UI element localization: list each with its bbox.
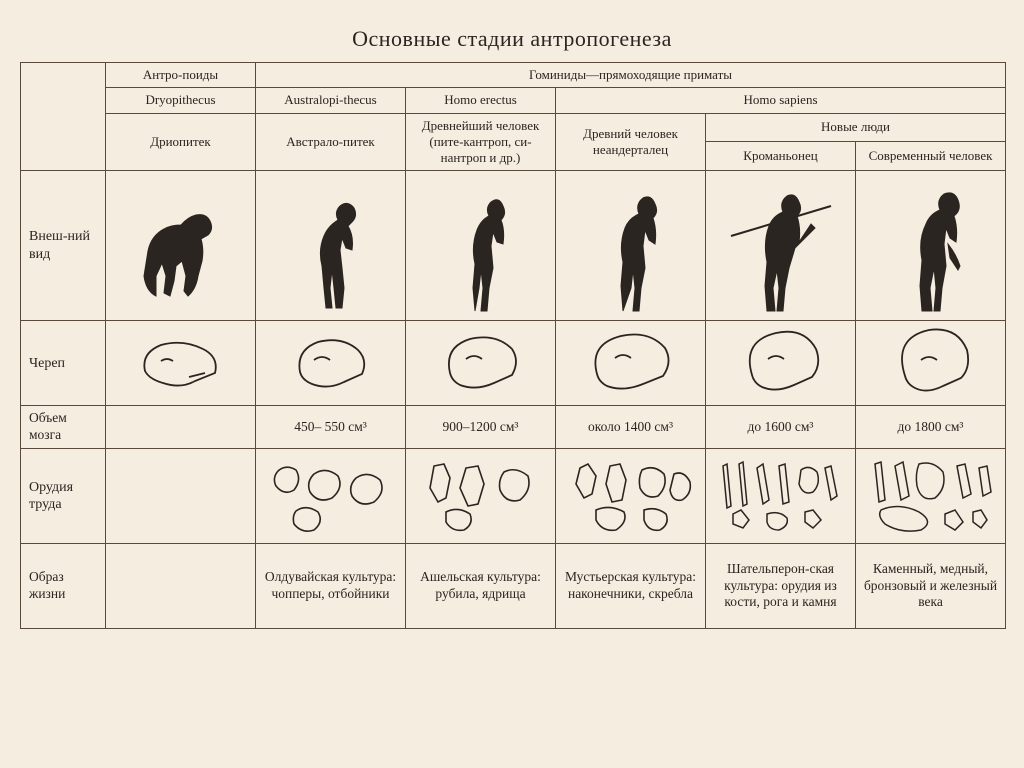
rus-new-people: Новые люди [706,113,1006,142]
tools-erectus [406,449,556,544]
life-cromagnon: Шательперон-ская культура: орудия из кос… [706,544,856,629]
row-appearance: Внеш-ний вид [21,171,1006,321]
modern-walk-icon [888,176,973,316]
life-dryopithecus [106,544,256,629]
tools-neanderthal [556,449,706,544]
fig-erectus [406,171,556,321]
bone-tools-icon [713,456,848,536]
life-erectus: Ашельская культура: рубила, ядрища [406,544,556,629]
skull-cromagnon [706,321,856,406]
rus-modern: Современный человек [856,142,1006,171]
skull-modern-icon [887,328,975,398]
australopithecus-stoop-icon [286,178,376,313]
tools-australopithecus [256,449,406,544]
life-neanderthal: Мустьерская культура: наконечники, скреб… [556,544,706,629]
mousterian-icon [566,456,696,536]
row-brain-volume: Объем мозга 450– 550 см³ 900–1200 см³ ок… [21,406,1006,449]
row-tools: Орудия труда [21,449,1006,544]
metal-tools-icon [863,456,998,536]
fig-australopithecus [256,171,406,321]
skull-erectus-icon [436,331,526,395]
vol-neanderthal: около 1400 см³ [556,406,706,449]
rus-australopithecus: Австрало-питек [256,113,406,171]
choppers-icon [266,456,396,536]
latin-dryopithecus: Dryopithecus [106,88,256,113]
label-tools: Орудия труда [21,449,106,544]
label-brain-volume: Объем мозга [21,406,106,449]
fig-dryopithecus [106,171,256,321]
header-row-1: Антро-поиды Гоминиды—прямоходящие примат… [21,63,1006,88]
header-anthropoids: Антро-поиды [106,63,256,88]
skull-modern [856,321,1006,406]
tools-dryopithecus [106,449,256,544]
neanderthal-walk-icon [591,176,671,316]
anthropogenesis-table: Антро-поиды Гоминиды—прямоходящие примат… [20,62,1006,629]
tools-cromagnon [706,449,856,544]
skull-erectus [406,321,556,406]
latin-homo-sapiens: Homo sapiens [556,88,1006,113]
vol-modern: до 1800 см³ [856,406,1006,449]
rus-dryopithecus: Дриопитек [106,113,256,171]
handaxes-icon [416,456,546,536]
skull-neanderthal-icon [583,330,678,396]
rus-neanderthal: Древний человек неандерталец [556,113,706,171]
row-lifestyle: Образ жизни Олдувайская культура: чоппер… [21,544,1006,629]
fig-neanderthal [556,171,706,321]
page-title: Основные стадии антропогенеза [20,26,1004,52]
fig-modern [856,171,1006,321]
skull-cromagnon-icon [736,329,826,397]
label-appearance: Внеш-ний вид [21,171,106,321]
vol-australopithecus: 450– 550 см³ [256,406,406,449]
skull-australopithecus [256,321,406,406]
life-modern: Каменный, медный, бронзовый и железный в… [856,544,1006,629]
header-row-3-russian: Дриопитек Австрало-питек Древнейший чело… [21,113,1006,142]
erectus-walk-icon [441,176,521,316]
label-skull: Череп [21,321,106,406]
header-hominids: Гоминиды—прямоходящие приматы [256,63,1006,88]
latin-australopithecus: Australopi-thecus [256,88,406,113]
cromagnon-spear-icon [721,176,841,316]
row-skull: Череп [21,321,1006,406]
label-lifestyle: Образ жизни [21,544,106,629]
vol-erectus: 900–1200 см³ [406,406,556,449]
latin-homo-erectus: Homo erectus [406,88,556,113]
skull-dryopithecus [106,321,256,406]
tools-modern [856,449,1006,544]
rus-homo-erectus: Древнейший человек (пите-кантроп, си-нан… [406,113,556,171]
vol-dryopithecus [106,406,256,449]
skull-ape-icon [133,333,228,393]
header-blank [21,63,106,171]
header-row-2-latin: Dryopithecus Australopi-thecus Homo erec… [21,88,1006,113]
life-australopithecus: Олдувайская культура: чопперы, отбойники [256,544,406,629]
skull-neanderthal [556,321,706,406]
rus-cromagnon: Кроманьонец [706,142,856,171]
ape-knuckle-walk-icon [126,181,236,311]
skull-australo-icon [286,332,376,394]
fig-cromagnon [706,171,856,321]
vol-cromagnon: до 1600 см³ [706,406,856,449]
